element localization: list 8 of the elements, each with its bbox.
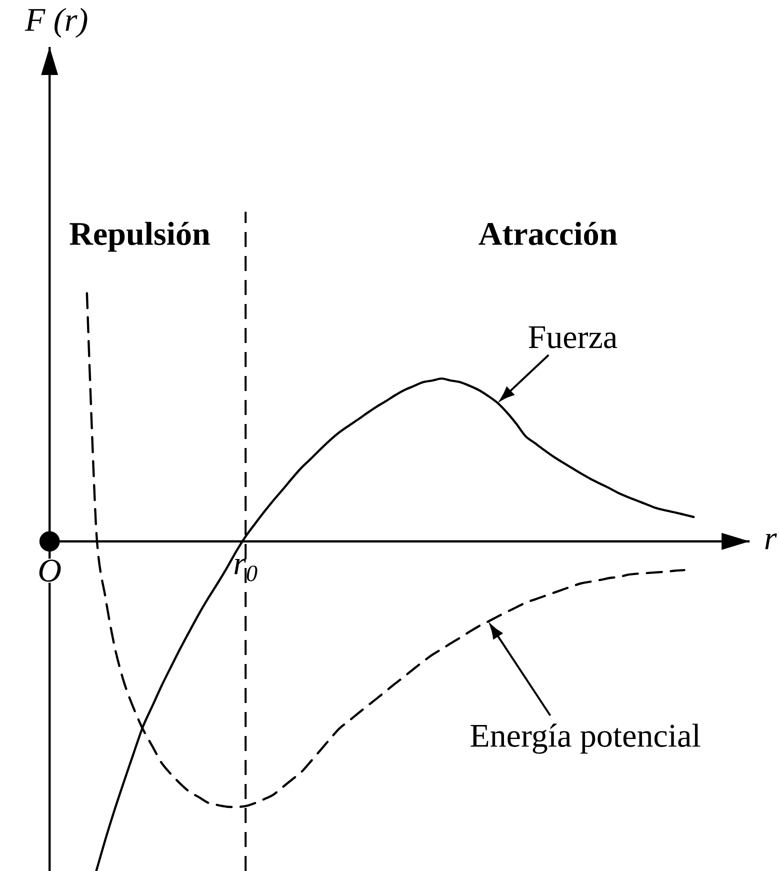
series-label: Fuerza	[528, 326, 618, 348]
x-axis-title: r	[765, 534, 777, 550]
x-tick-label: O	[39, 560, 61, 582]
text: Atracción	[478, 222, 618, 246]
x-tick-label: r$_{0}$	[234, 558, 258, 582]
text: Energía potencial	[470, 724, 700, 754]
text: F (r)	[24, 8, 88, 38]
text: Repulsión	[70, 222, 210, 252]
